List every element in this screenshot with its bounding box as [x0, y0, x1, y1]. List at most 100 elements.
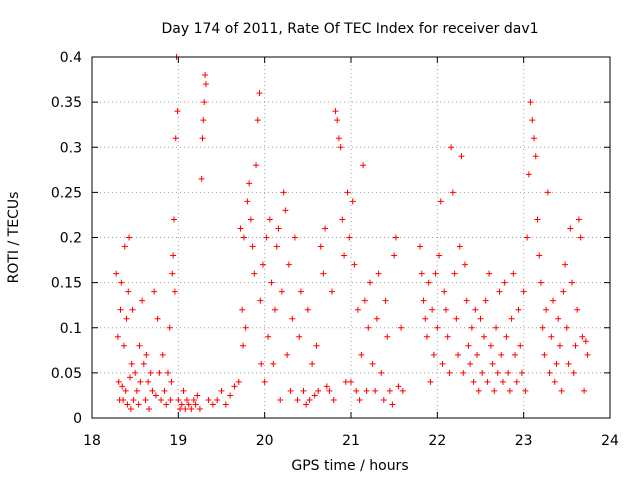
data-point [296, 333, 303, 340]
data-point [520, 288, 527, 295]
data-point [154, 315, 161, 322]
data-point [178, 401, 185, 408]
data-point [323, 383, 330, 390]
data-point [363, 387, 370, 394]
data-point [537, 279, 544, 286]
data-point [429, 306, 436, 313]
data-point [392, 234, 399, 241]
data-point [348, 378, 354, 385]
x-tick-label: 19 [169, 433, 187, 449]
data-point [182, 405, 189, 412]
data-point [149, 387, 156, 394]
data-point [249, 243, 256, 250]
data-point [175, 396, 182, 403]
data-point [275, 225, 282, 232]
x-tick-label: 23 [515, 433, 533, 449]
data-point [531, 135, 538, 142]
data-point [465, 342, 472, 349]
data-point [434, 324, 441, 331]
data-point [172, 135, 179, 142]
data-point [563, 324, 570, 331]
data-point [375, 270, 382, 277]
data-point [158, 396, 165, 403]
data-point [337, 144, 344, 151]
data-point [145, 405, 152, 412]
data-point [133, 387, 140, 394]
data-point [491, 387, 498, 394]
data-point [380, 396, 387, 403]
data-point [378, 369, 385, 376]
data-point [200, 117, 207, 124]
data-point [122, 387, 129, 394]
data-point [562, 261, 569, 268]
data-point [126, 234, 133, 241]
data-point [398, 324, 405, 331]
data-point [550, 297, 557, 304]
data-point [171, 288, 178, 295]
data-point [480, 333, 487, 340]
data-point [235, 378, 242, 385]
data-point [579, 333, 586, 340]
data-point [551, 378, 558, 385]
x-axis-label: GPS time / hours [291, 458, 408, 474]
data-point [123, 315, 130, 322]
data-point [366, 279, 373, 286]
data-point [339, 216, 346, 223]
y-axis-label: ROTI / TECUs [6, 192, 22, 284]
data-point [482, 297, 489, 304]
data-point [168, 378, 175, 385]
data-point [247, 216, 254, 223]
data-point [536, 252, 543, 259]
data-point [432, 270, 439, 277]
data-point [436, 252, 443, 259]
data-point [460, 369, 467, 376]
data-point [142, 396, 149, 403]
y-tick-label: 0.05 [51, 366, 82, 382]
data-point [467, 360, 474, 367]
data-point [391, 252, 398, 259]
data-point [353, 387, 360, 394]
data-point [261, 378, 268, 385]
data-point [190, 396, 197, 403]
data-point [240, 234, 247, 241]
data-point [582, 338, 589, 345]
data-point [546, 369, 553, 376]
data-point [313, 342, 320, 349]
data-point [145, 378, 152, 385]
chart-title: Day 174 of 2011, Rate Of TEC Index for r… [161, 21, 538, 37]
data-point [188, 405, 195, 412]
data-point [265, 333, 272, 340]
data-point [512, 351, 519, 358]
data-point [439, 360, 446, 367]
data-point [205, 396, 212, 403]
data-point [194, 392, 201, 399]
x-tick-label: 20 [256, 433, 274, 449]
data-point [183, 396, 190, 403]
data-point [284, 351, 291, 358]
data-point [575, 216, 582, 223]
data-point [139, 297, 146, 304]
data-point [534, 216, 541, 223]
data-point [518, 369, 525, 376]
data-point [259, 261, 266, 268]
data-point [266, 216, 273, 223]
data-point [151, 288, 158, 295]
data-point [384, 333, 391, 340]
data-point [185, 401, 192, 408]
data-point [326, 387, 333, 394]
data-point [461, 261, 468, 268]
data-point [386, 387, 393, 394]
data-point [121, 243, 128, 250]
data-point [125, 288, 132, 295]
data-point [477, 315, 484, 322]
data-point [484, 378, 491, 385]
data-point [322, 225, 329, 232]
data-point [170, 252, 177, 259]
y-tick-label: 0.2 [60, 231, 82, 247]
data-point [163, 401, 170, 408]
x-axis-ticks: 18 19 20 21 22 23 24 [83, 57, 619, 449]
data-point [222, 401, 229, 408]
data-point [114, 333, 121, 340]
data-point [169, 270, 176, 277]
data-points [113, 54, 591, 412]
